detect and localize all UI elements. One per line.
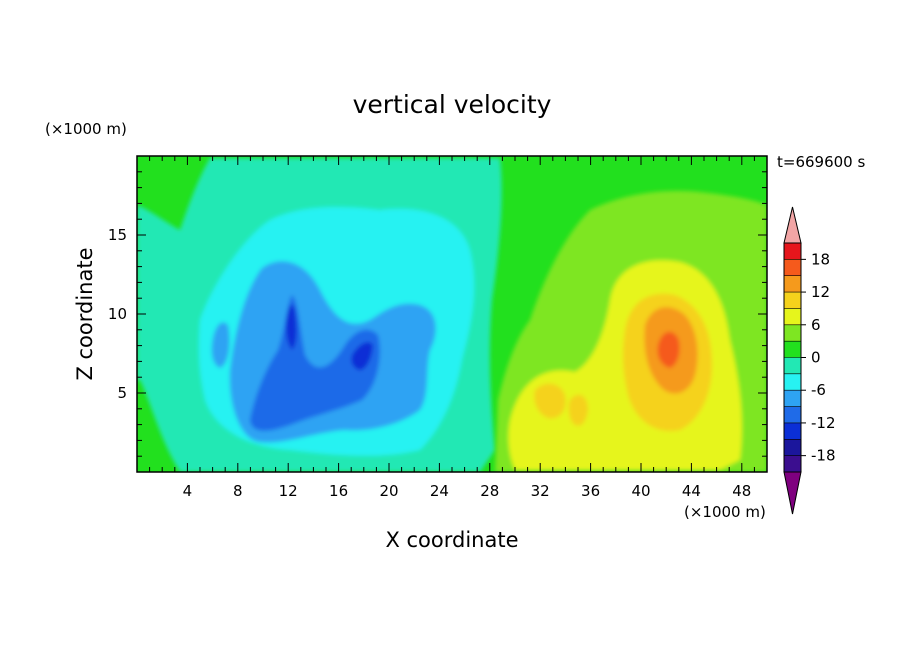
colorbar-tick-labels: 18 12 6 0 -6 -12 -18 bbox=[811, 250, 836, 464]
colorbar-segment bbox=[784, 308, 801, 325]
x-tick-labels: 4 8 12 16 20 24 28 32 36 40 44 48 bbox=[183, 482, 752, 500]
y-tick-label: 10 bbox=[108, 305, 127, 323]
x-tick-label: 4 bbox=[183, 482, 193, 500]
x-tick-label: 48 bbox=[732, 482, 751, 500]
colorbar-segment bbox=[784, 406, 801, 423]
contour-level-m9-b bbox=[211, 322, 230, 368]
colorbar-tick-label: 18 bbox=[811, 250, 830, 268]
velocity-field bbox=[137, 156, 767, 472]
colorbar-tick-label: -18 bbox=[811, 447, 836, 465]
x-tick-label: 8 bbox=[233, 482, 243, 500]
colorbar-segment bbox=[784, 259, 801, 276]
colorbar-segment bbox=[784, 357, 801, 374]
colorbar-segment bbox=[784, 390, 801, 407]
contour-level-m15 bbox=[285, 304, 373, 371]
axis-ticks bbox=[137, 156, 767, 472]
colorbar-segment bbox=[784, 292, 801, 309]
downdraft-region bbox=[137, 158, 502, 472]
x-unit-label: (×1000 m) bbox=[684, 503, 766, 521]
x-tick-label: 36 bbox=[581, 482, 600, 500]
updraft-region bbox=[495, 190, 767, 472]
contour-level-m12 bbox=[250, 295, 380, 431]
y-tick-label: 5 bbox=[117, 384, 127, 402]
time-label: t=669600 s bbox=[777, 153, 865, 171]
x-tick-label: 20 bbox=[379, 482, 398, 500]
colorbar-tick-label: -6 bbox=[811, 381, 826, 399]
x-tick-label: 16 bbox=[329, 482, 348, 500]
x-tick-label: 32 bbox=[531, 482, 550, 500]
colorbar-tick-label: 0 bbox=[811, 349, 821, 367]
colorbar-under-arrow bbox=[783, 471, 802, 515]
colorbar bbox=[783, 206, 806, 515]
x-tick-label: 24 bbox=[430, 482, 449, 500]
colorbar-tick-label: 6 bbox=[811, 316, 821, 334]
colorbar-segment bbox=[784, 324, 801, 342]
colorbar-over-arrow bbox=[783, 206, 802, 244]
y-tick-labels: 5 10 15 bbox=[108, 226, 127, 402]
chart-title: vertical velocity bbox=[353, 90, 552, 119]
contour-level-p15 bbox=[657, 331, 680, 368]
y-unit-label: (×1000 m) bbox=[45, 120, 127, 138]
colorbar-tick-label: 12 bbox=[811, 283, 830, 301]
colorbar-segment bbox=[784, 455, 801, 472]
x-tick-label: 40 bbox=[631, 482, 650, 500]
colorbar-segment bbox=[784, 422, 801, 440]
colorbar-segment bbox=[784, 243, 801, 260]
y-tick-label: 15 bbox=[108, 226, 127, 244]
colorbar-segment bbox=[784, 275, 801, 293]
colorbar-segment bbox=[784, 341, 801, 358]
x-axis-label: X coordinate bbox=[385, 528, 518, 552]
y-axis-label: Z coordinate bbox=[73, 247, 97, 380]
x-tick-label: 44 bbox=[682, 482, 701, 500]
colorbar-tick-label: -12 bbox=[811, 414, 836, 432]
x-tick-label: 28 bbox=[480, 482, 499, 500]
x-tick-label: 12 bbox=[279, 482, 298, 500]
colorbar-segment bbox=[784, 373, 801, 391]
colorbar-segment bbox=[784, 439, 801, 456]
